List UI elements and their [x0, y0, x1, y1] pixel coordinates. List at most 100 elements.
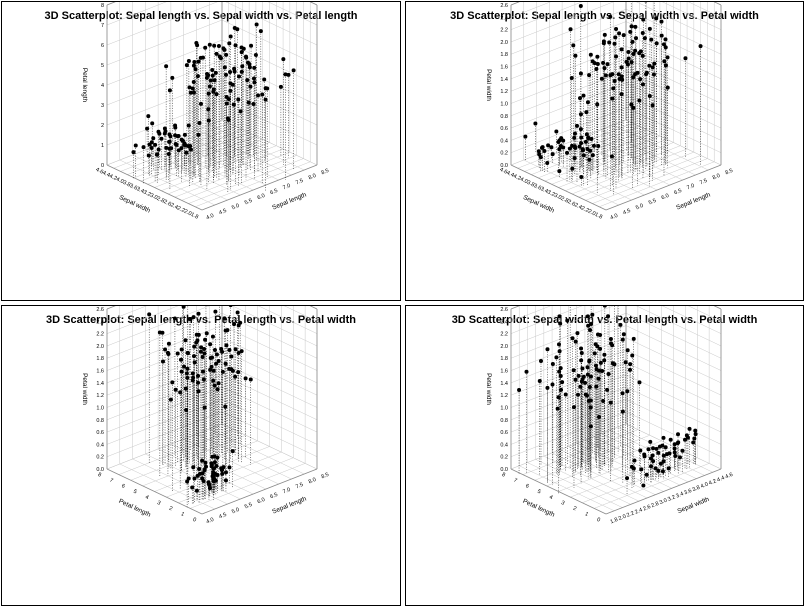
data-point	[167, 146, 172, 151]
data-point	[602, 66, 607, 71]
data-point	[673, 454, 678, 459]
x-axis-title: Sepal length	[271, 191, 307, 211]
data-point	[554, 129, 559, 134]
z-tick-label: 1.0	[500, 101, 508, 107]
data-point	[225, 328, 230, 333]
data-point	[663, 37, 668, 42]
data-point	[596, 376, 601, 381]
data-point	[585, 393, 590, 398]
data-point	[583, 139, 588, 144]
y-tick-label: 0	[192, 517, 197, 524]
y-tick-label: 4.6	[499, 167, 508, 176]
data-point	[675, 441, 680, 446]
data-point	[146, 153, 151, 158]
data-point	[607, 40, 612, 45]
y-tick-label: 3.4	[135, 186, 144, 195]
data-point	[247, 65, 252, 70]
data-point	[621, 332, 626, 337]
z-tick-label: 0.6	[96, 430, 104, 436]
data-point	[224, 343, 229, 348]
data-point	[580, 148, 585, 153]
data-point	[661, 453, 666, 458]
data-point	[157, 330, 162, 335]
data-point	[661, 42, 666, 47]
data-point	[151, 136, 156, 141]
z-axis-title: Petal width	[485, 373, 492, 405]
data-point	[667, 451, 672, 456]
data-point	[644, 72, 649, 77]
y-tick-label: 3.6	[533, 183, 542, 192]
y-tick-label: 2.2	[176, 205, 185, 214]
data-point	[606, 314, 611, 319]
data-point	[536, 149, 541, 154]
data-point	[654, 446, 659, 451]
data-point	[226, 117, 231, 122]
y-tick-label: 3.0	[149, 193, 158, 202]
x-tick-label: 6.0	[661, 193, 670, 201]
data-point	[680, 448, 685, 453]
y-tick-label: 4.2	[512, 173, 521, 182]
data-point	[209, 364, 214, 369]
y-tick-label: 1	[180, 511, 185, 518]
data-point	[251, 76, 256, 81]
data-point	[647, 94, 652, 99]
data-point	[246, 100, 251, 105]
x-tick-label: 1.8	[610, 517, 619, 525]
data-point	[614, 26, 619, 31]
data-point	[197, 121, 202, 126]
scatter-3d-plot: 4.04.55.05.56.06.57.07.58.08.51.82.02.22…	[485, 2, 734, 221]
data-point	[631, 466, 636, 471]
data-point	[214, 352, 219, 357]
data-point	[571, 43, 576, 48]
data-point	[594, 384, 599, 389]
data-point	[149, 140, 154, 145]
data-point	[683, 437, 688, 442]
data-point	[182, 364, 187, 369]
data-point	[672, 446, 677, 451]
data-point	[191, 315, 196, 320]
data-point	[633, 48, 638, 53]
x-tick-label: 6.0	[257, 497, 266, 505]
data-point	[190, 86, 195, 91]
x-tick-label: 6.0	[257, 193, 266, 201]
z-tick-label: 1.4	[500, 381, 508, 387]
data-point	[236, 350, 241, 355]
data-point	[236, 370, 241, 375]
z-tick-label: 0.8	[500, 418, 508, 424]
data-point	[165, 350, 170, 355]
data-point	[211, 472, 216, 477]
data-point	[693, 428, 698, 433]
data-point	[608, 73, 613, 78]
y-tick-label: 2.6	[162, 199, 171, 208]
data-point	[228, 69, 233, 74]
data-point	[602, 358, 607, 363]
data-point	[190, 378, 195, 383]
data-point	[620, 391, 625, 396]
data-point	[210, 334, 215, 339]
data-point	[167, 88, 172, 93]
data-point	[554, 355, 559, 360]
data-point	[570, 166, 575, 171]
data-point	[208, 367, 213, 372]
data-point	[568, 27, 573, 32]
data-point	[630, 39, 635, 44]
data-point	[206, 481, 211, 486]
y-tick-label: 2.6	[566, 199, 575, 208]
data-point	[203, 337, 208, 342]
data-point	[249, 43, 254, 48]
y-tick-label: 4.4	[505, 170, 514, 179]
data-point	[633, 36, 638, 41]
data-point	[619, 47, 624, 52]
tick-labels: 1.82.02.22.42.62.83.03.23.43.63.84.04.24…	[500, 307, 734, 525]
y-tick-label: 3	[560, 500, 565, 507]
data-point	[542, 148, 547, 153]
data-point	[650, 65, 655, 70]
data-point	[556, 342, 561, 347]
x-tick-label: 2.0	[618, 514, 627, 522]
chart-panel-2: 3D Scatterplot: Sepal length vs. Sepal w…	[405, 1, 804, 301]
data-point	[253, 53, 258, 58]
data-point	[188, 316, 193, 321]
data-point	[228, 306, 233, 308]
data-point	[186, 476, 191, 481]
data-point	[614, 54, 619, 59]
